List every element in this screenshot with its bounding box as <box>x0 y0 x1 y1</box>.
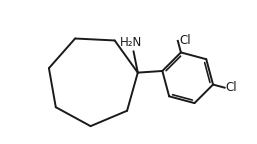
Text: H₂N: H₂N <box>120 36 142 49</box>
Text: Cl: Cl <box>226 81 237 94</box>
Text: Cl: Cl <box>179 34 191 47</box>
